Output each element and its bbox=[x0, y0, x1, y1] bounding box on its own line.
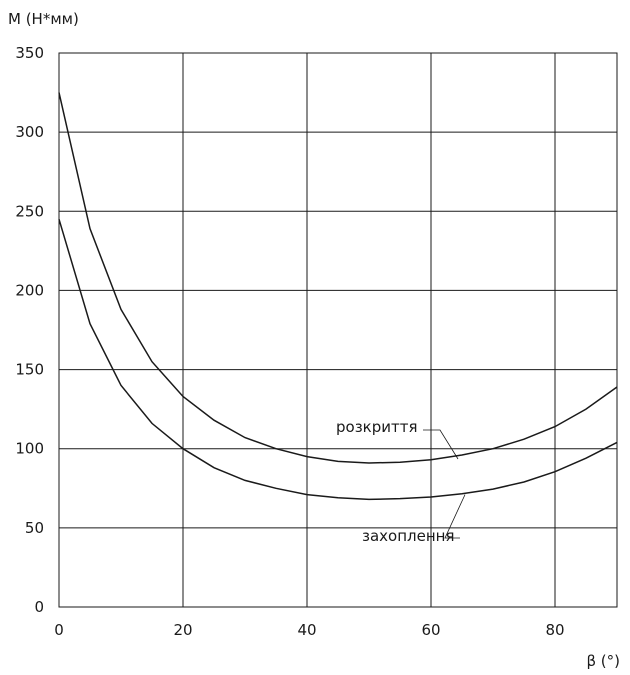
series-label-1: захоплення bbox=[362, 527, 454, 545]
x-tick-label: 20 bbox=[173, 621, 192, 639]
y-tick-label: 200 bbox=[15, 281, 44, 299]
y-tick-label: 300 bbox=[15, 123, 44, 141]
x-axis-title: β (°) bbox=[586, 652, 620, 670]
series-label-0: розкриття bbox=[336, 418, 418, 436]
tick-labels: 0 50 100 150 200 250 300 350 0 20 40 60 80 bbox=[15, 44, 564, 639]
x-tick-label: 40 bbox=[297, 621, 316, 639]
y-tick-label: 50 bbox=[25, 519, 44, 537]
series-line-1 bbox=[58, 218, 618, 501]
series-labels: розкриття захоплення bbox=[336, 418, 466, 545]
plot-frame bbox=[58, 52, 618, 608]
y-tick-label: 0 bbox=[34, 598, 44, 616]
y-axis-title: M (Н*мм) bbox=[8, 10, 79, 28]
series-line-0 bbox=[58, 92, 618, 464]
x-tick-label: 80 bbox=[545, 621, 564, 639]
y-tick-label: 250 bbox=[15, 202, 44, 220]
y-tick-label: 150 bbox=[15, 361, 44, 379]
y-tick-label: 350 bbox=[15, 44, 44, 62]
x-tick-label: 0 bbox=[54, 621, 64, 639]
y-tick-label: 100 bbox=[15, 440, 44, 458]
series-label-leader-0 bbox=[423, 429, 459, 460]
series-label-leader-1 bbox=[444, 494, 466, 539]
x-tick-label: 60 bbox=[421, 621, 440, 639]
grid bbox=[58, 52, 617, 608]
series bbox=[58, 92, 618, 501]
